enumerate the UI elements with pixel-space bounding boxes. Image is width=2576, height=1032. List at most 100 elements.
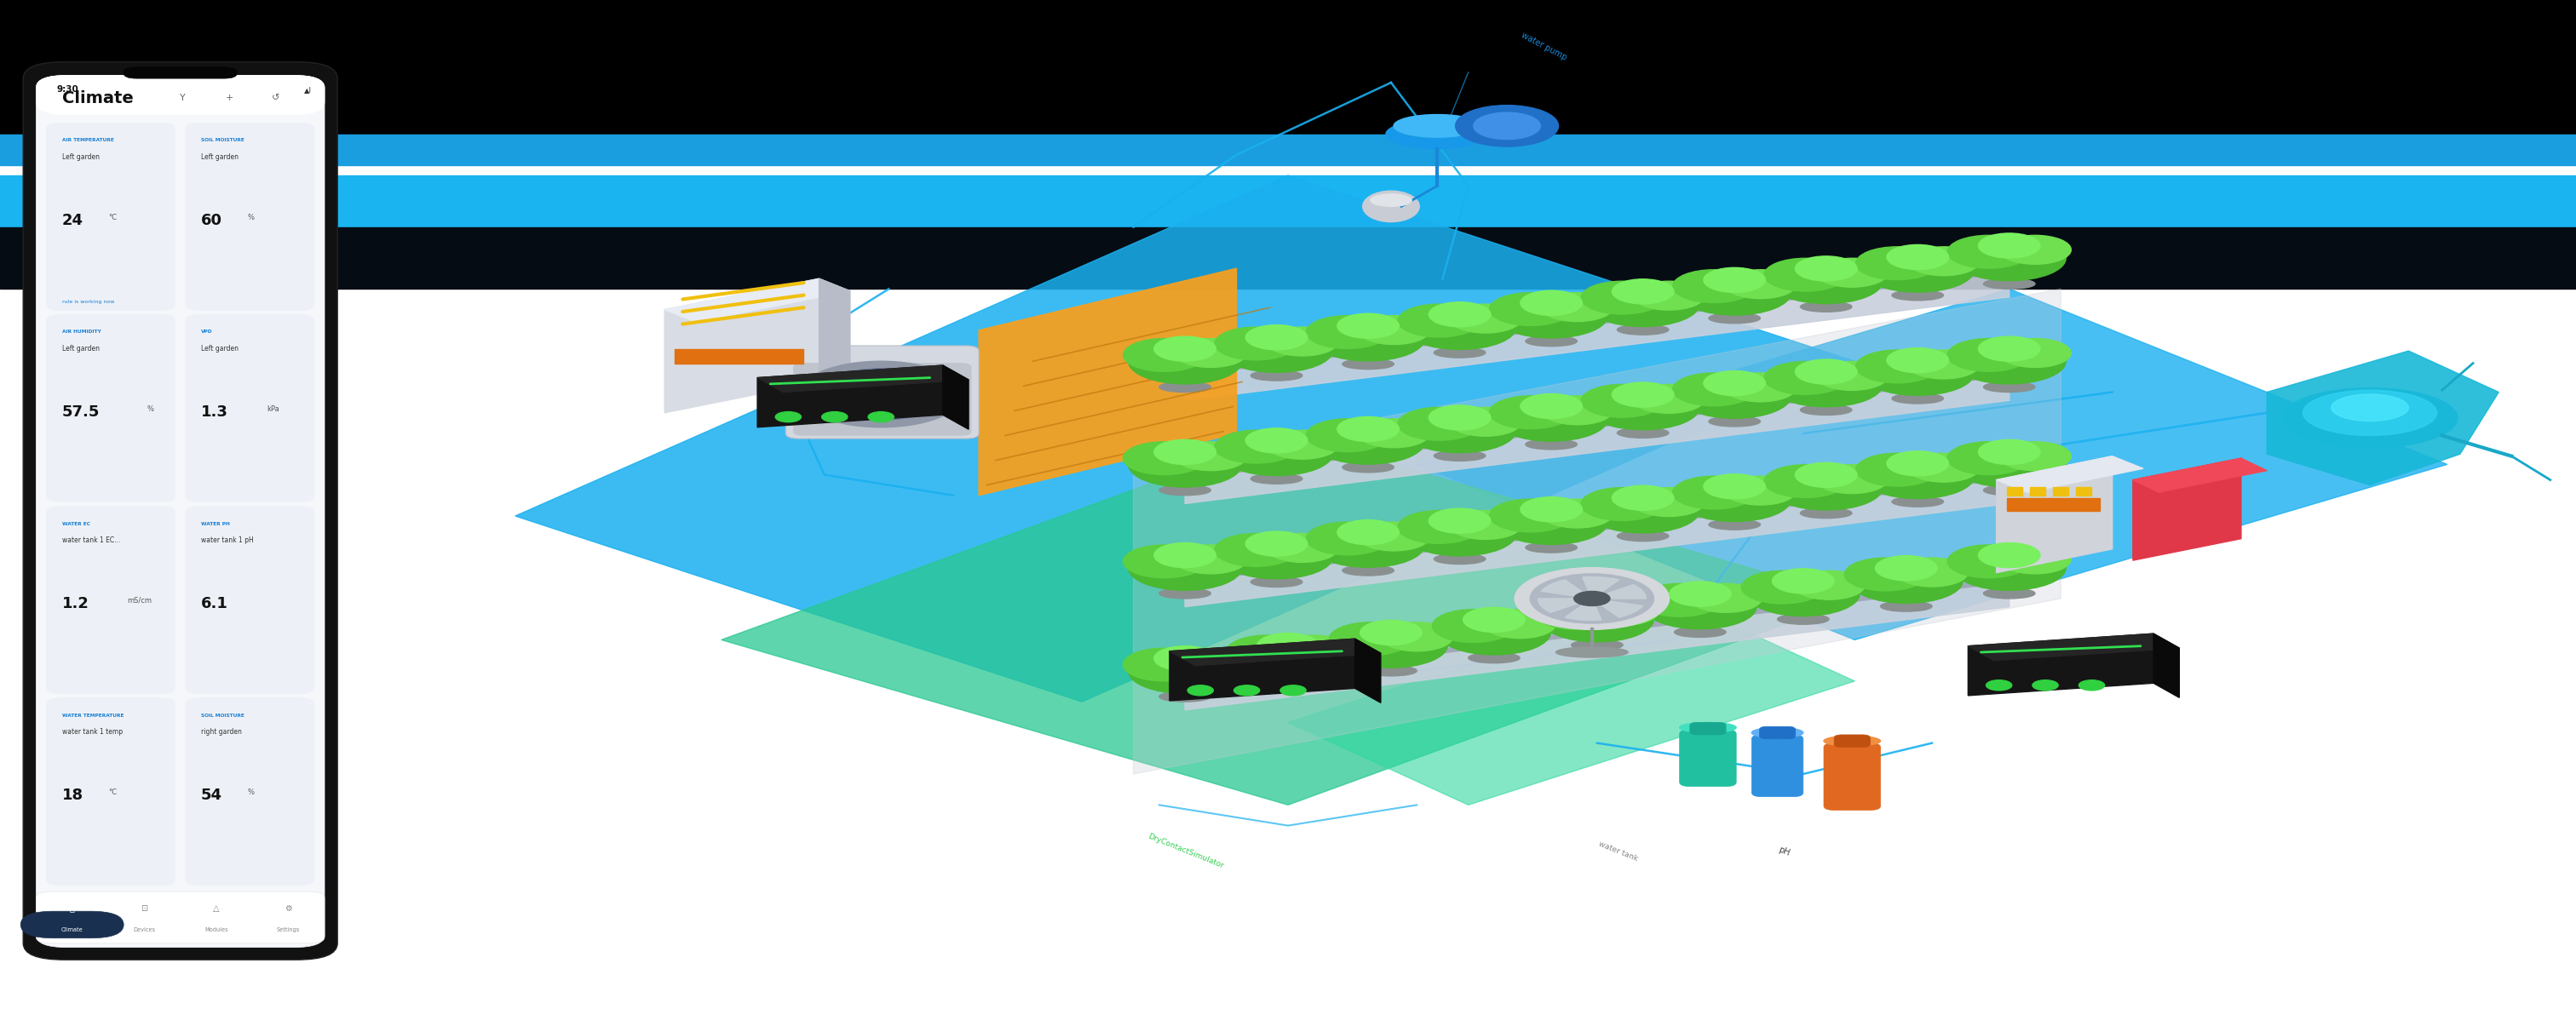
Ellipse shape xyxy=(1752,728,1803,738)
Circle shape xyxy=(1703,267,1765,292)
Circle shape xyxy=(1844,557,1927,591)
Circle shape xyxy=(1886,245,1947,269)
Bar xyxy=(0,0,2576,134)
Ellipse shape xyxy=(1365,666,1417,676)
Circle shape xyxy=(1337,520,1399,545)
Ellipse shape xyxy=(1891,290,1942,300)
Circle shape xyxy=(1816,258,1888,287)
Circle shape xyxy=(1978,233,2040,258)
Polygon shape xyxy=(1170,639,1355,701)
Wedge shape xyxy=(881,394,940,411)
Polygon shape xyxy=(1417,289,2447,640)
Circle shape xyxy=(1278,635,1350,665)
Ellipse shape xyxy=(1618,427,1669,438)
Circle shape xyxy=(1633,487,1705,516)
Circle shape xyxy=(1582,281,1664,314)
Circle shape xyxy=(1399,408,1481,441)
Ellipse shape xyxy=(1525,440,1577,450)
Ellipse shape xyxy=(2282,388,2458,448)
Text: 60: 60 xyxy=(201,213,222,228)
Circle shape xyxy=(1906,247,1978,276)
Circle shape xyxy=(1770,258,1883,303)
Text: Left garden: Left garden xyxy=(62,153,100,161)
Text: SOIL MOISTURE: SOIL MOISTURE xyxy=(201,713,245,717)
Ellipse shape xyxy=(1252,577,1303,587)
Polygon shape xyxy=(1133,289,2061,774)
Circle shape xyxy=(1430,406,1492,430)
Wedge shape xyxy=(881,370,922,394)
Text: kPa: kPa xyxy=(268,406,278,413)
Circle shape xyxy=(1216,534,1298,567)
Wedge shape xyxy=(848,370,881,394)
Polygon shape xyxy=(665,279,850,322)
Circle shape xyxy=(1358,316,1430,345)
Circle shape xyxy=(822,412,848,422)
Ellipse shape xyxy=(1880,601,1932,611)
Text: 〜: 〜 xyxy=(70,904,75,912)
Circle shape xyxy=(1216,327,1298,360)
Ellipse shape xyxy=(1984,279,2035,289)
Circle shape xyxy=(1337,417,1399,442)
FancyBboxPatch shape xyxy=(185,123,314,311)
Polygon shape xyxy=(1968,634,2179,660)
FancyBboxPatch shape xyxy=(46,698,175,885)
Circle shape xyxy=(1953,338,2066,384)
Circle shape xyxy=(1795,462,1857,487)
Circle shape xyxy=(1221,327,1334,373)
Circle shape xyxy=(1978,543,2040,568)
Circle shape xyxy=(1765,258,1847,291)
Circle shape xyxy=(1566,594,1628,619)
Ellipse shape xyxy=(1984,382,2035,392)
Text: %: % xyxy=(247,214,255,221)
Wedge shape xyxy=(1564,599,1602,620)
Text: AIR HUMIDITY: AIR HUMIDITY xyxy=(62,330,100,334)
Circle shape xyxy=(1860,453,1973,498)
Circle shape xyxy=(775,412,801,422)
Ellipse shape xyxy=(1342,462,1394,473)
FancyBboxPatch shape xyxy=(1759,727,1795,739)
Circle shape xyxy=(1484,609,1556,638)
Bar xyxy=(2007,487,2022,495)
Circle shape xyxy=(1381,622,1453,651)
Circle shape xyxy=(1703,474,1765,498)
Circle shape xyxy=(1770,464,1883,510)
Circle shape xyxy=(1886,348,1947,373)
Circle shape xyxy=(1540,596,1654,642)
Text: 57.5: 57.5 xyxy=(62,405,100,420)
Text: °C: °C xyxy=(108,788,116,796)
Ellipse shape xyxy=(1435,451,1486,461)
Text: +: + xyxy=(224,94,234,102)
Text: Left garden: Left garden xyxy=(201,345,240,352)
Circle shape xyxy=(1247,325,1309,350)
Text: pH: pH xyxy=(1777,845,1790,858)
Circle shape xyxy=(1311,316,1425,361)
Circle shape xyxy=(1404,304,1517,350)
Text: Settings: Settings xyxy=(276,928,301,932)
Circle shape xyxy=(1875,555,1937,580)
Circle shape xyxy=(1175,648,1247,677)
Circle shape xyxy=(1221,430,1334,476)
Ellipse shape xyxy=(1159,485,1211,495)
Circle shape xyxy=(1494,293,1607,338)
Text: Left garden: Left garden xyxy=(201,153,240,161)
Wedge shape xyxy=(1538,599,1592,612)
Ellipse shape xyxy=(1435,554,1486,565)
Text: Devices: Devices xyxy=(134,928,155,932)
Circle shape xyxy=(1216,430,1298,463)
Ellipse shape xyxy=(2303,390,2437,436)
Circle shape xyxy=(1430,509,1492,534)
Ellipse shape xyxy=(1525,336,1577,347)
Circle shape xyxy=(868,412,894,422)
Circle shape xyxy=(1723,373,1795,401)
Circle shape xyxy=(1450,304,1522,333)
Circle shape xyxy=(1723,476,1795,505)
Wedge shape xyxy=(822,378,881,394)
Circle shape xyxy=(1520,394,1582,419)
Ellipse shape xyxy=(1680,722,1736,733)
Circle shape xyxy=(1723,269,1795,298)
FancyBboxPatch shape xyxy=(185,315,314,503)
Circle shape xyxy=(1437,609,1551,655)
Circle shape xyxy=(1515,568,1669,630)
Circle shape xyxy=(1613,382,1674,407)
Ellipse shape xyxy=(1556,647,1628,657)
